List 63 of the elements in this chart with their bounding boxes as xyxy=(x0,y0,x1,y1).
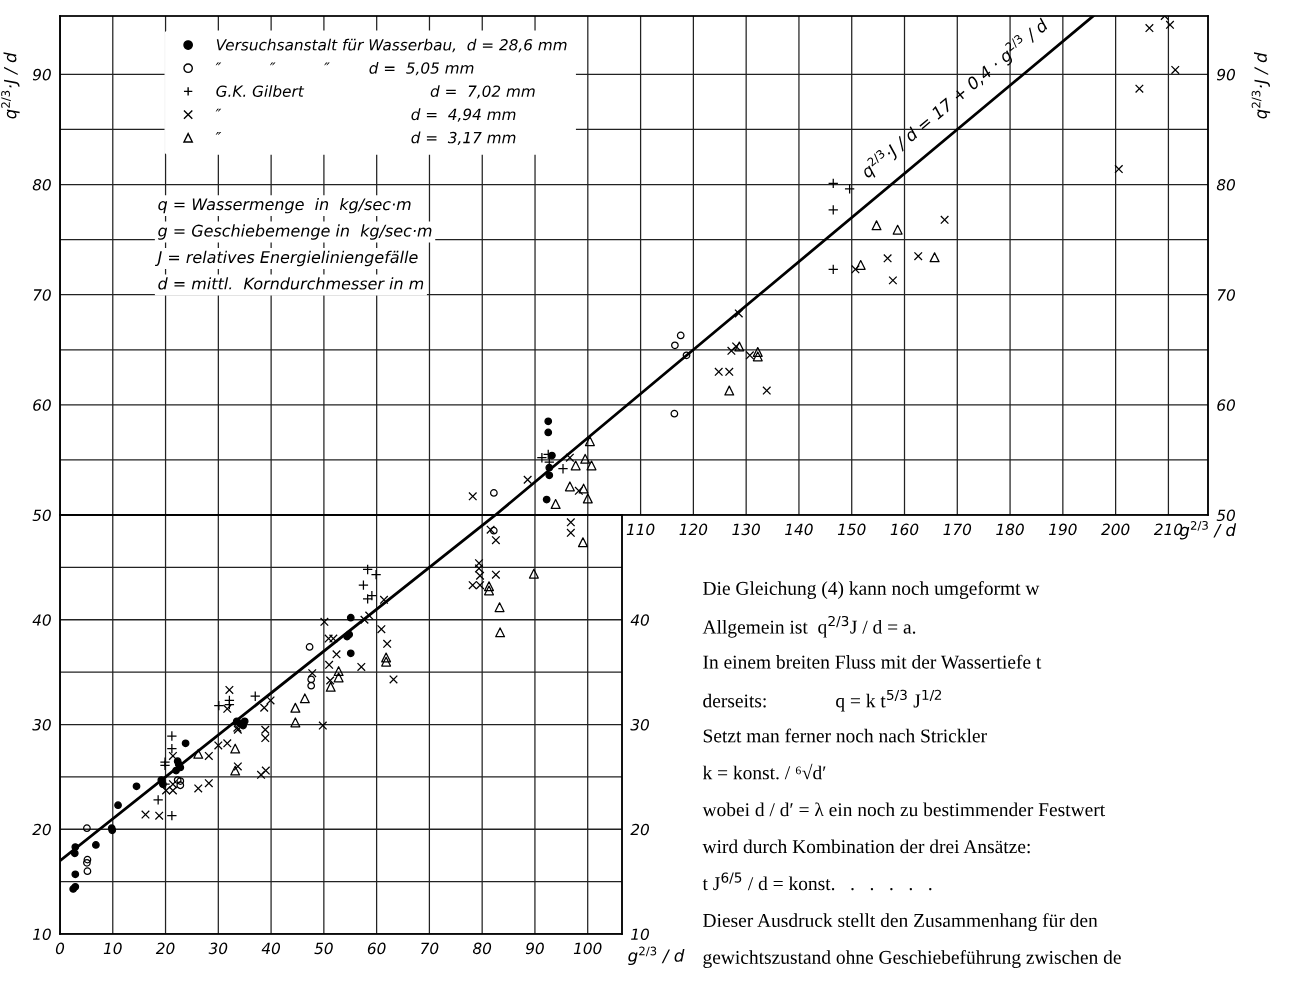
y-tick-label: 70 xyxy=(33,289,51,301)
legend-label: ″ d = 4,94 mm xyxy=(215,108,516,122)
legend-label: G.K. Gilbert d = 7,02 mm xyxy=(216,85,535,99)
text: Die Gleichung (4) kann noch umgeformt w xyxy=(703,581,1040,599)
y2-tick-label: 70 xyxy=(1217,289,1236,301)
y-tick-label: 50 xyxy=(32,509,51,522)
y2-tick-label: 80 xyxy=(1216,179,1236,191)
y-tick-label: 60 xyxy=(33,399,51,411)
y2-axis-title: q$^{2/3}$·J / d xyxy=(1251,52,1271,119)
y2-tick-label: 10 xyxy=(631,928,650,941)
y-tick-label: 10 xyxy=(32,928,51,941)
y-tick-label: 80 xyxy=(32,179,51,191)
text: t J$^{6/5}$ / d = konst. . . . . . xyxy=(702,872,932,891)
text: gewichtszustand ohne Geschiebeführung zwischen de xyxy=(703,950,1121,968)
text: wird durch Kombination der drei Ansätze: xyxy=(702,839,1030,854)
x-tick-label: 90 xyxy=(525,942,544,955)
text: In einem breiten Fluss mit der Wassertiefe t xyxy=(703,654,1042,669)
y2-tick-label: 90 xyxy=(1217,68,1236,81)
y2-tick-label: 60 xyxy=(1217,399,1236,411)
text: k = konst. / ⁶√d′ xyxy=(702,763,826,780)
x-tick-label: 160 xyxy=(890,523,919,536)
x-tick-label: 110 xyxy=(626,523,655,536)
y2-tick-label: 30 xyxy=(630,718,650,731)
x-tick-label: 170 xyxy=(943,523,972,536)
text: Allgemein ist q$^{2/3}$J / d = a. xyxy=(702,615,916,638)
y2-tick-label: 20 xyxy=(630,823,650,836)
x-tick-label: 80 xyxy=(472,942,492,955)
legend-label: ″ ″ ″ d = 5,05 mm xyxy=(215,61,474,76)
y-tick-label: 20 xyxy=(32,823,51,836)
x-tick-label: 140 xyxy=(785,523,813,536)
x-tick-label: 50 xyxy=(314,942,333,955)
x-tick-label: 100 xyxy=(573,942,602,955)
x-tick-label: 40 xyxy=(261,942,281,955)
y-tick-label: 90 xyxy=(32,68,51,81)
text: derseits: q = k t$^{5/3}$ J$^{1/2}$ xyxy=(703,689,942,712)
annotation: d = mittl. Korndurchmesser in m xyxy=(158,277,424,290)
x-tick-label: 20 xyxy=(155,942,175,955)
annotation: J = relatives Energieliniengefälle xyxy=(154,250,418,267)
y2-tick-label: 50 xyxy=(1216,509,1236,522)
x-tick-label: 120 xyxy=(679,523,708,536)
annotation: g = Geschiebemenge in kg/sec·m xyxy=(158,224,432,240)
x-tick-label: 70 xyxy=(421,942,439,955)
text: Dieser Ausdruck stellt den Zusammenhang für den xyxy=(703,913,1098,932)
y-tick-label: 40 xyxy=(32,614,51,626)
y-tick-label: 30 xyxy=(32,718,51,731)
x-tick-label: 30 xyxy=(208,942,228,955)
x-tick-label: 180 xyxy=(996,523,1024,536)
annotation: q$^{2/3}$·J / d = 17 + 0,4 · g$^{2/3}$ / d xyxy=(858,15,1052,182)
x-tick-label: 10 xyxy=(103,942,122,955)
text: wobei d / d′ = λ ein noch zu bestimmender Festwert xyxy=(702,802,1106,817)
x-tick-label: 0 xyxy=(55,942,65,955)
legend-label: ″ d = 3,17 mm xyxy=(215,131,516,145)
x-tick-label: 190 xyxy=(1049,523,1077,536)
x-tick-label: 200 xyxy=(1101,523,1130,536)
x-tick-label: 60 xyxy=(367,942,386,955)
x-tick-label: 150 xyxy=(837,523,866,536)
legend-label: Versuchsanstalt für Wasserbau, d = 28,6 mm xyxy=(216,38,567,53)
y2-tick-label: 40 xyxy=(630,614,650,626)
annotation: q = Wassermenge in kg/sec·m xyxy=(158,197,411,214)
x-tick-label: 130 xyxy=(732,523,760,536)
x-axis-title: g$^{2/3}$ / d xyxy=(628,946,685,966)
y-axis-title: q$^{2/3}$·J / d xyxy=(1,52,20,119)
text: Setzt man ferner noch nach Strickler xyxy=(703,728,987,743)
